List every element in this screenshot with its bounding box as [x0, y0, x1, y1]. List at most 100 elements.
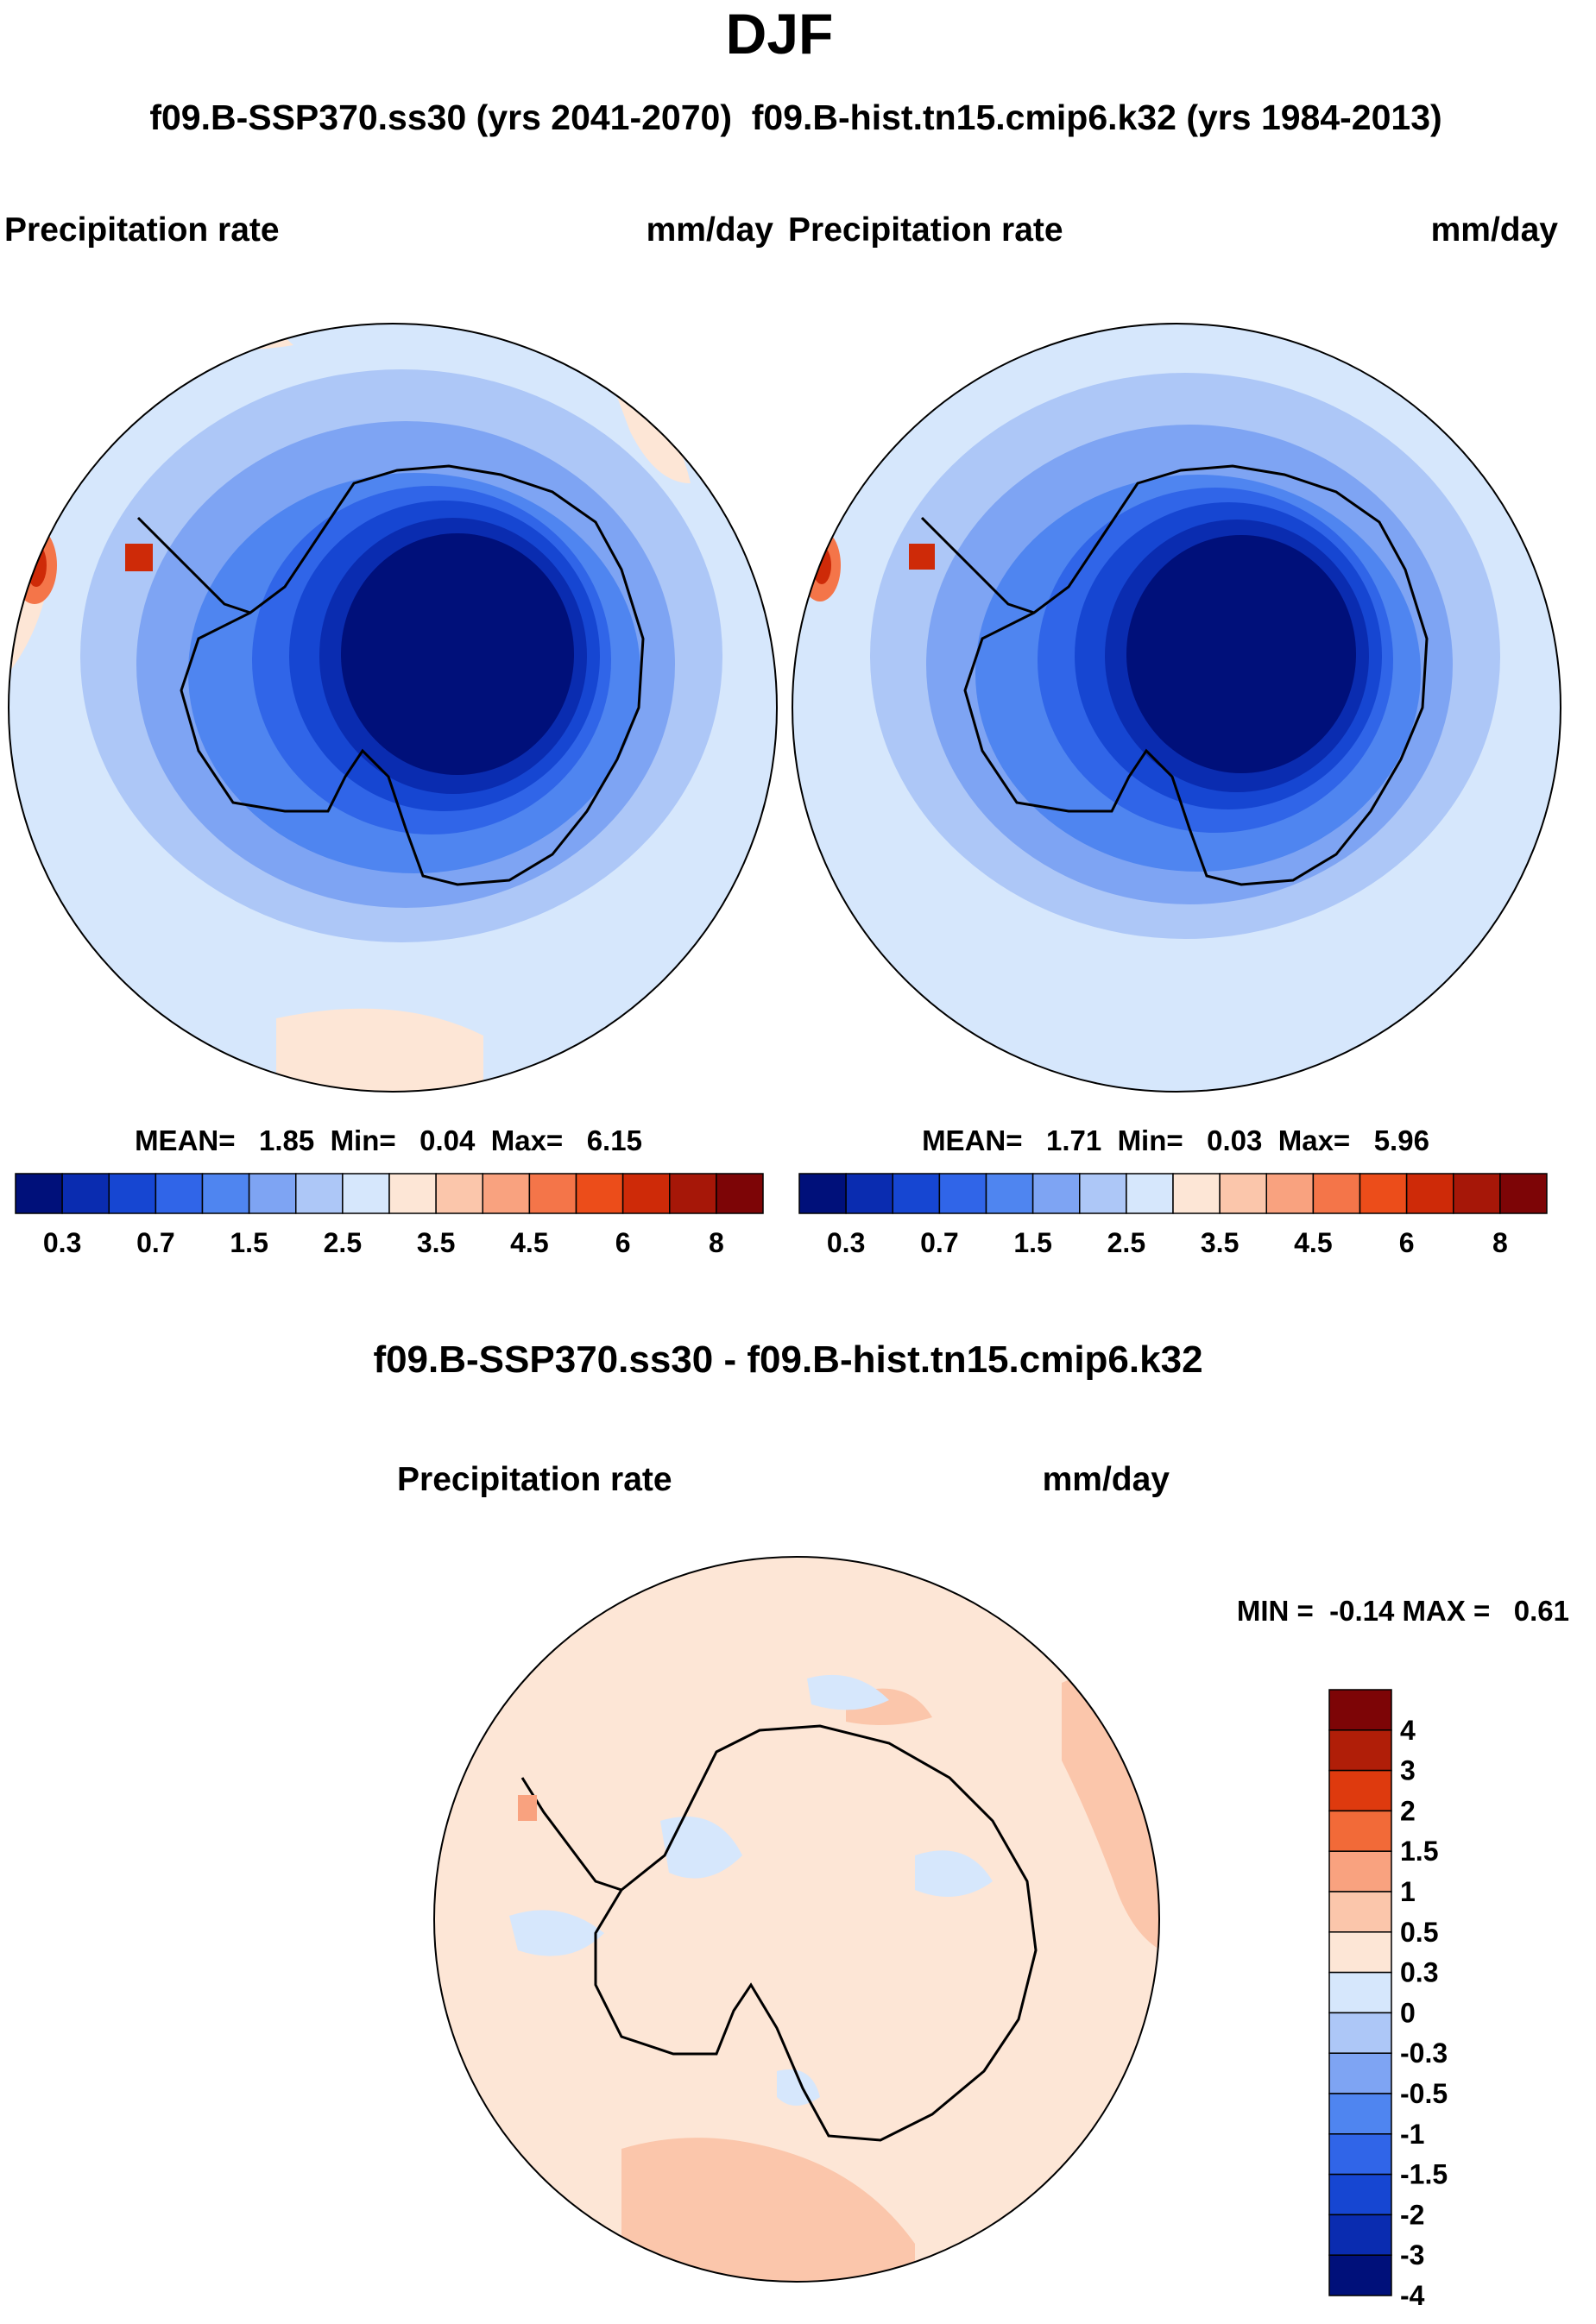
diff-colorbar-tick-label: 0.5 [1400, 1917, 1438, 1948]
panel2-coastline [963, 464, 1429, 886]
panel1-colorbar-swatch [15, 1173, 63, 1214]
panel2-colorbar-swatch [1079, 1173, 1127, 1214]
panel1-colorbar-tick-label: 8 [709, 1227, 724, 1258]
panel2-colorbar-tick-label: 2.5 [1107, 1227, 1145, 1258]
diff-colorbar-swatch [1328, 2173, 1392, 2216]
panel2-colorbar-swatch [798, 1173, 847, 1214]
panel2-colorbar-swatch [1453, 1173, 1501, 1214]
diff-colorbar-swatch [1328, 1931, 1392, 1974]
panel1-colorbar-swatch [528, 1173, 577, 1214]
panel2-colorbar-swatch [985, 1173, 1034, 1214]
diff-colorbar-swatch [1328, 1850, 1392, 1893]
diff-colorbar-tick-label: -0.5 [1400, 2078, 1448, 2109]
panel2-colorbar-swatch [1312, 1173, 1361, 1214]
diff-colorbar-tick-label: 3 [1400, 1755, 1416, 1786]
panel2-stats: MEAN= 1.71 Min= 0.03 Max= 5.96 [922, 1124, 1429, 1156]
diff-colorbar-tick-label: 4 [1400, 1715, 1416, 1746]
panel2-colorbar-swatch [845, 1173, 893, 1214]
panel1-colorbar-swatch [669, 1173, 717, 1214]
diff-colorbar-tick-label: 0.3 [1400, 1957, 1438, 1988]
diff-colorbar-swatch [1328, 2052, 1392, 2094]
diff-colorbar-tick-label: -1.5 [1400, 2159, 1448, 2190]
panel1-colorbar-tick-label: 0.7 [136, 1227, 174, 1258]
panel1-units-label: mm/day [647, 211, 774, 249]
diff-colorbar-swatch [1328, 2133, 1392, 2176]
panel1-colorbar-swatch [388, 1173, 437, 1214]
panel2-colorbar-tick-label: 3.5 [1201, 1227, 1239, 1258]
panel1-colorbar-swatch [716, 1173, 764, 1214]
diff-colorbar: 4 3 2 1.5 1 0.5 0.3 0 -0.3 -0.5 -1 -1.5 -2 -3 -4 [1328, 1689, 1448, 2311]
panel1-colorbar: 0.3 0.7 1.5 2.5 3.5 4.5 6 8 [15, 1173, 764, 1258]
diff-colorbar-tick-label: 1.5 [1400, 1836, 1438, 1867]
panel2-colorbar-swatch [1172, 1173, 1221, 1214]
diff-colorbar-tick-label: -4 [1400, 2280, 1425, 2311]
panel1-colorbar-swatch [295, 1173, 344, 1214]
diff-colorbar-tick-label: 0 [1400, 1997, 1416, 2028]
panel1-colorbar-swatch [482, 1173, 531, 1214]
main-title: DJF [726, 2, 834, 66]
panel1-colorbar-swatch [342, 1173, 390, 1214]
diff-map [433, 1556, 1160, 2283]
diff-negative-patch [660, 1817, 742, 1879]
panel1-warm-patch [276, 1008, 483, 1092]
panel2-units-label: mm/day [1431, 211, 1559, 249]
panel1-colorbar-tick-label: 4.5 [510, 1227, 548, 1258]
panel2-colorbar-swatch [1126, 1173, 1174, 1214]
subtitle: f09.B-SSP370.ss30 (yrs 2041-2070) f09.B-… [149, 98, 1441, 137]
panel2-colorbar-tick-label: 4.5 [1294, 1227, 1332, 1258]
panel2-colorbar: 0.3 0.7 1.5 2.5 3.5 4.5 6 8 [798, 1173, 1548, 1258]
diff-colorbar-tick-label: -3 [1400, 2239, 1424, 2270]
panel1-colorbar-swatch [248, 1173, 297, 1214]
diff-colorbar-swatch [1328, 1729, 1392, 1772]
panel1-colorbar-tick-label: 3.5 [417, 1227, 455, 1258]
panel2-colorbar-swatch [1359, 1173, 1408, 1214]
panel1-colorbar-tick-label: 1.5 [230, 1227, 268, 1258]
diff-negative-patch [509, 1910, 604, 1956]
panel2-colorbar-swatch [1405, 1173, 1454, 1214]
diff-colorbar-tick-label: -2 [1400, 2199, 1424, 2230]
panel1-peninsula [136, 516, 251, 614]
diff-colorbar-swatch [1328, 2254, 1392, 2296]
diff-colorbar-swatch [1328, 1971, 1392, 2014]
diff-colorbar-swatch [1328, 2214, 1392, 2256]
diff-negative-patch [915, 1850, 993, 1897]
diff-negative-patch [807, 1674, 889, 1710]
panel1-coastline [180, 464, 645, 886]
diff-colorbar-swatch [1328, 1810, 1392, 1852]
diff-variable-label: Precipitation rate [397, 1461, 672, 1498]
panel1-colorbar-swatch [435, 1173, 483, 1214]
panel2-colorbar-swatch [1031, 1173, 1081, 1214]
panel2-colorbar-swatch [1219, 1173, 1267, 1214]
panel1-colorbar-swatch [621, 1173, 671, 1214]
panel2-variable-label: Precipitation rate [788, 211, 1063, 249]
panel2-colorbar-swatch [1265, 1173, 1315, 1214]
diff-colorbar-swatch [1328, 1689, 1392, 1731]
diff-positive-patch [621, 2138, 915, 2282]
diff-title: f09.B-SSP370.ss30 - f09.B-hist.tn15.cmip… [373, 1338, 1202, 1381]
panel1-warm-patch [199, 324, 293, 350]
panel2-colorbar-tick-label: 1.5 [1013, 1227, 1051, 1258]
panel1-variable-label: Precipitation rate [4, 211, 280, 249]
panel2-colorbar-swatch [892, 1173, 941, 1214]
panel1-map [8, 323, 778, 1093]
diff-colorbar-tick-label: 1 [1400, 1876, 1416, 1907]
panel2-colorbar-tick-label: 0.7 [920, 1227, 958, 1258]
panel1-colorbar-swatch [61, 1173, 110, 1214]
diff-colorbar-swatch [1328, 1769, 1392, 1812]
panel1-colorbar-swatch [155, 1173, 204, 1214]
panel2-map [792, 323, 1561, 1093]
panel2-colorbar-tick-label: 8 [1492, 1227, 1508, 1258]
diff-colorbar-swatch [1328, 1891, 1392, 1933]
diff-coastline [594, 1724, 1038, 2142]
panel1-colorbar-swatch [201, 1173, 250, 1214]
diff-colorbar-swatch [1328, 2012, 1392, 2054]
diff-colorbar-tick-label: 2 [1400, 1795, 1416, 1826]
panel1-colorbar-tick-label: 0.3 [43, 1227, 81, 1258]
panel2-colorbar-swatch [938, 1173, 987, 1214]
diff-negative-patch [777, 2069, 820, 2106]
diff-colorbar-tick-label: -0.3 [1400, 2037, 1448, 2069]
panel2-colorbar-tick-label: 6 [1399, 1227, 1415, 1258]
panel2-peninsula [920, 516, 1035, 614]
diff-colorbar-swatch [1328, 2093, 1392, 2135]
